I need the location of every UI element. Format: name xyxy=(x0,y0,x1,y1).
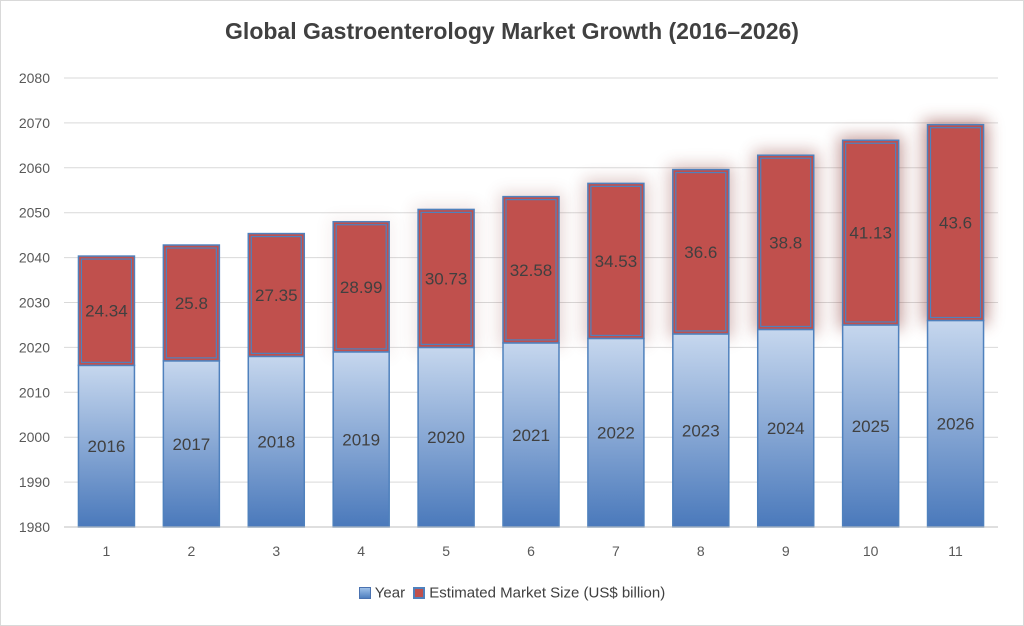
data-label-year: 2022 xyxy=(597,424,635,443)
bar-market-inner-outline xyxy=(165,247,217,359)
x-tick-label: 2 xyxy=(187,543,195,559)
bar-year xyxy=(332,351,390,528)
y-tick-label: 2020 xyxy=(19,339,50,355)
bar-market xyxy=(672,168,730,335)
data-label-year: 2016 xyxy=(88,437,126,456)
bar-market xyxy=(162,244,221,362)
data-label-market: 36.6 xyxy=(684,243,717,262)
y-tick-label: 2030 xyxy=(19,295,50,311)
bar-market-inner-outline xyxy=(929,127,982,319)
bar-year xyxy=(77,364,136,528)
bar-market-inner-outline xyxy=(505,199,557,341)
data-label-year: 2024 xyxy=(767,419,805,438)
data-label-market: 32.58 xyxy=(510,261,553,280)
bar-market-inner-outline xyxy=(420,211,472,346)
bar-market xyxy=(417,208,475,349)
data-label-market: 34.53 xyxy=(595,252,638,271)
x-tick-label: 11 xyxy=(948,543,963,559)
bar-market-inner-outline xyxy=(845,142,897,323)
y-tick-label: 2060 xyxy=(19,160,50,176)
y-tick-label: 2010 xyxy=(19,384,50,400)
bar-market-inner-outline xyxy=(80,258,133,363)
x-tick-label: 10 xyxy=(863,543,879,559)
y-tick-label: 1990 xyxy=(19,474,50,490)
chart-title: Global Gastroenterology Market Growth (2… xyxy=(225,18,799,44)
bar-market-inner-outline xyxy=(760,157,812,328)
legend-label-year: Year xyxy=(374,584,406,602)
bar-market xyxy=(502,195,560,344)
bar-market xyxy=(756,154,815,331)
bar-year xyxy=(247,355,306,528)
data-label-year: 2021 xyxy=(512,426,550,445)
data-label-market: 41.13 xyxy=(849,224,892,243)
legend-label-market: Estimated Market Size (US$ billion) xyxy=(429,584,666,602)
bar-year xyxy=(502,342,560,528)
x-tick-label: 9 xyxy=(782,543,790,559)
data-label-year: 2026 xyxy=(937,415,975,434)
bar-market-inner-outline xyxy=(335,224,387,350)
x-tick-label: 7 xyxy=(612,543,620,559)
y-tick-label: 2000 xyxy=(19,429,50,445)
y-tick-label: 2040 xyxy=(19,250,50,266)
bar-year xyxy=(587,337,645,528)
y-tick-label: 1980 xyxy=(19,519,50,535)
bar-market xyxy=(332,220,390,353)
bar-year xyxy=(417,346,475,528)
y-tick-label: 2080 xyxy=(19,70,50,86)
data-label-market: 27.35 xyxy=(255,286,298,305)
data-label-year: 2023 xyxy=(682,421,720,440)
data-label-year: 2018 xyxy=(257,433,295,452)
bar-year xyxy=(841,324,900,528)
data-label-year: 2025 xyxy=(852,417,890,436)
bar-market xyxy=(247,232,306,358)
bar-year xyxy=(756,328,815,528)
x-tick-label: 6 xyxy=(527,543,535,559)
data-label-year: 2017 xyxy=(172,435,210,454)
data-label-market: 38.8 xyxy=(769,233,802,252)
bar-market xyxy=(77,255,136,367)
bar-market-inner-outline xyxy=(675,171,727,332)
bar-market xyxy=(841,139,900,326)
bar-market-inner-outline xyxy=(250,235,302,354)
legend-swatch-year xyxy=(358,587,371,600)
x-tick-label: 5 xyxy=(442,543,450,559)
legend-item-year: Year xyxy=(358,584,406,602)
x-tick-label: 4 xyxy=(357,543,365,559)
y-tick-label: 2070 xyxy=(19,115,50,131)
x-tick-label: 3 xyxy=(272,543,280,559)
x-tick-label: 8 xyxy=(697,543,705,559)
bar-market xyxy=(587,182,645,340)
y-tick-label: 2050 xyxy=(19,205,50,221)
data-label-market: 43.6 xyxy=(939,214,972,233)
bar-year xyxy=(672,333,730,528)
data-label-market: 25.8 xyxy=(175,294,208,313)
data-label-year: 2019 xyxy=(342,430,380,449)
data-label-market: 28.99 xyxy=(340,278,383,297)
legend-swatch-market xyxy=(413,587,426,600)
bar-market xyxy=(926,123,985,322)
data-label-year: 2020 xyxy=(427,428,465,447)
x-tick-label: 1 xyxy=(103,543,111,559)
bar-market-inner-outline xyxy=(590,185,642,337)
legend-item-market: Estimated Market Size (US$ billion) xyxy=(413,584,665,602)
data-label-market: 24.34 xyxy=(85,302,128,321)
data-label-market: 30.73 xyxy=(425,269,468,288)
legend: Year Estimated Market Size (US$ billion) xyxy=(0,584,1024,602)
